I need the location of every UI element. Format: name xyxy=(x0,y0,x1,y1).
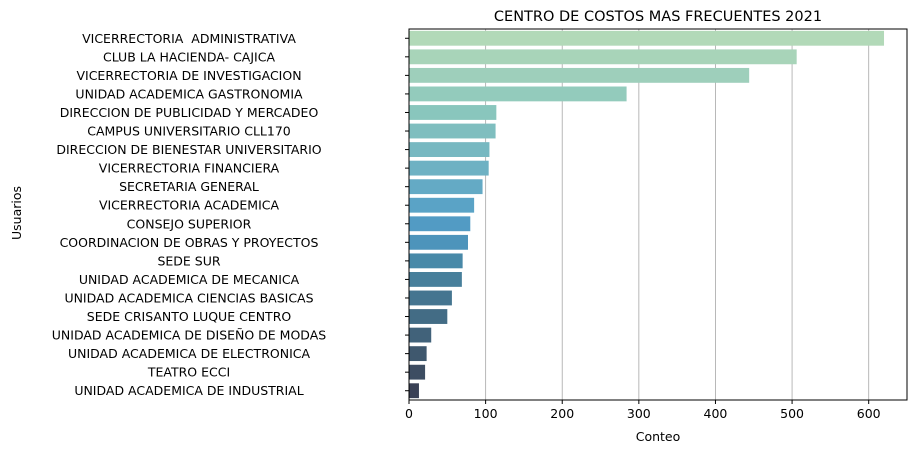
category-label: UNIDAD ACADEMICA DE ELECTRONICA xyxy=(68,346,311,361)
category-label: VICERRECTORIA ADMINISTRATIVA xyxy=(82,31,296,46)
bar xyxy=(409,327,432,343)
category-label: SEDE SUR xyxy=(157,253,220,268)
bar xyxy=(409,49,797,65)
bar xyxy=(409,142,490,157)
y-axis-label: Usuarios xyxy=(9,186,24,240)
bar xyxy=(409,86,627,102)
x-axis-label: Conteo xyxy=(636,429,681,444)
x-tick-label: 100 xyxy=(474,406,498,421)
bar xyxy=(409,234,468,250)
category-label: UNIDAD ACADEMICA DE INDUSTRIAL xyxy=(74,383,303,398)
bar xyxy=(409,30,885,46)
category-label: SEDE CRISANTO LUQUE CENTRO xyxy=(87,309,292,324)
category-labels: VICERRECTORIA ADMINISTRATIVA CLUB LA HACI… xyxy=(52,31,326,398)
x-tick-label: 600 xyxy=(857,406,881,421)
bar xyxy=(409,67,750,83)
category-label: CLUB LA HACIENDA- CAJICA xyxy=(103,49,275,64)
category-label: VICERRECTORIA ACADEMICA xyxy=(99,198,280,213)
bar xyxy=(409,179,483,195)
category-label: DIRECCION DE BIENESTAR UNIVERSITARIO xyxy=(56,142,321,157)
bar xyxy=(409,383,419,399)
bar xyxy=(409,290,452,306)
category-label: UNIDAD ACADEMICA DE MECANICA xyxy=(79,272,300,287)
category-label: UNIDAD ACADEMICA GASTRONOMIA xyxy=(75,86,303,101)
bar xyxy=(409,216,471,232)
bar xyxy=(409,364,426,380)
bar xyxy=(409,197,475,213)
bar xyxy=(409,272,462,287)
bars xyxy=(409,30,885,399)
bar xyxy=(409,160,489,176)
category-label: CONSEJO SUPERIOR xyxy=(127,216,252,231)
category-label: SECRETARIA GENERAL xyxy=(119,179,259,194)
category-label: UNIDAD ACADEMICA DE DISEÑO DE MODAS xyxy=(52,328,326,343)
bar xyxy=(409,309,448,324)
bar xyxy=(409,123,496,139)
category-label: CAMPUS UNIVERSITARIO CLL170 xyxy=(87,124,291,139)
x-tick-label: 500 xyxy=(780,406,804,421)
category-label: DIRECCION DE PUBLICIDAD Y MERCADEO xyxy=(60,105,319,120)
x-ticks: 0 100 200 300 400 500 600 xyxy=(405,37,881,421)
bar xyxy=(409,346,427,362)
grid-lines xyxy=(408,29,870,400)
x-tick-label: 400 xyxy=(704,406,728,421)
category-label: TEATRO ECCI xyxy=(147,365,230,380)
x-tick-label: 300 xyxy=(627,406,651,421)
plot-frame xyxy=(408,28,908,401)
x-tick-label: 0 xyxy=(405,406,413,421)
category-label: VICERRECTORIA DE INVESTIGACION xyxy=(76,68,301,83)
chart-title: CENTRO DE COSTOS MAS FRECUENTES 2021 xyxy=(494,9,822,25)
bar xyxy=(409,105,497,120)
x-tick-label: 200 xyxy=(550,406,574,421)
category-label: VICERRECTORIA FINANCIERA xyxy=(99,161,280,176)
category-label: COORDINACION DE OBRAS Y PROYECTOS xyxy=(60,235,319,250)
bar xyxy=(409,253,463,269)
category-label: UNIDAD ACADEMICA CIENCIAS BASICAS xyxy=(64,290,313,305)
